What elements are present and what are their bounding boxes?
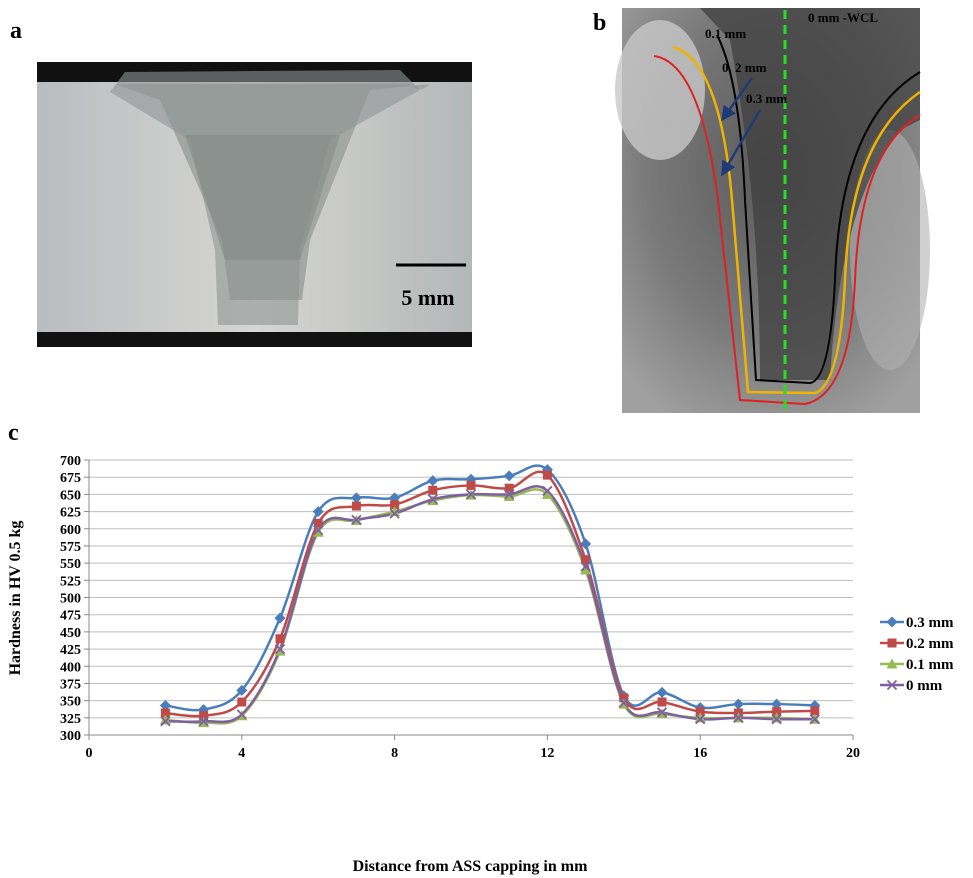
x-tick-label: 12	[540, 746, 554, 761]
legend-marker	[887, 617, 898, 628]
panel-label: c	[8, 420, 19, 446]
panel-label: a	[10, 18, 22, 44]
data-point	[428, 486, 437, 495]
data-point	[504, 470, 515, 481]
series-line	[165, 472, 814, 716]
y-tick-label: 550	[60, 557, 81, 572]
panel-label: b	[593, 10, 606, 36]
center-line-label: 0 mm -WCL	[808, 10, 878, 25]
line-label: 0.1 mm	[705, 26, 746, 41]
y-tick-label: 650	[60, 488, 81, 503]
y-tick-label: 450	[60, 626, 81, 641]
y-tick-label: 300	[60, 729, 81, 744]
x-tick-label: 0	[86, 746, 93, 761]
legend-marker	[888, 639, 897, 648]
x-tick-label: 20	[846, 746, 860, 761]
y-tick-label: 500	[60, 592, 81, 607]
data-point	[276, 634, 285, 643]
y-tick-label: 525	[60, 574, 81, 589]
y-tick-label: 675	[60, 471, 81, 486]
data-point	[467, 481, 476, 490]
y-tick-label: 325	[60, 712, 81, 727]
x-axis-label: Distance from ASS capping in mm	[353, 858, 589, 875]
data-point	[658, 698, 667, 707]
x-tick-label: 4	[238, 746, 245, 761]
data-point	[543, 471, 552, 480]
x-tick-label: 16	[693, 746, 707, 761]
y-tick-label: 700	[60, 454, 81, 469]
figure: a 5 mm b 0.1 mm 0. 2 mm 0.3 mm 0 mm -WCL…	[0, 0, 973, 878]
legend-label: 0.3 mm	[906, 615, 954, 631]
data-point	[352, 502, 361, 511]
line-label: 0.3 mm	[746, 91, 787, 106]
y-axis-label: Hardness in HV 0.5 kg	[7, 521, 24, 676]
y-tick-label: 400	[60, 660, 81, 675]
series-line	[165, 486, 814, 722]
data-point	[657, 687, 668, 698]
line-label: 0. 2 mm	[722, 60, 767, 75]
figure-canvas: a 5 mm b 0.1 mm 0. 2 mm 0.3 mm 0 mm -WCL…	[0, 0, 973, 878]
legend-label: 0 mm	[906, 678, 943, 694]
x-tick-label: 8	[391, 746, 398, 761]
y-tick-label: 625	[60, 506, 81, 521]
series-line	[165, 489, 814, 723]
y-tick-label: 425	[60, 643, 81, 658]
y-tick-label: 375	[60, 677, 81, 692]
scale-bar-label: 5 mm	[401, 285, 454, 310]
y-tick-label: 600	[60, 523, 81, 538]
y-tick-label: 475	[60, 609, 81, 624]
micro-photo	[615, 8, 930, 413]
legend-label: 0.1 mm	[906, 657, 954, 673]
y-tick-label: 575	[60, 540, 81, 555]
y-tick-label: 350	[60, 695, 81, 710]
legend-label: 0.2 mm	[906, 636, 954, 652]
data-point	[237, 698, 246, 707]
